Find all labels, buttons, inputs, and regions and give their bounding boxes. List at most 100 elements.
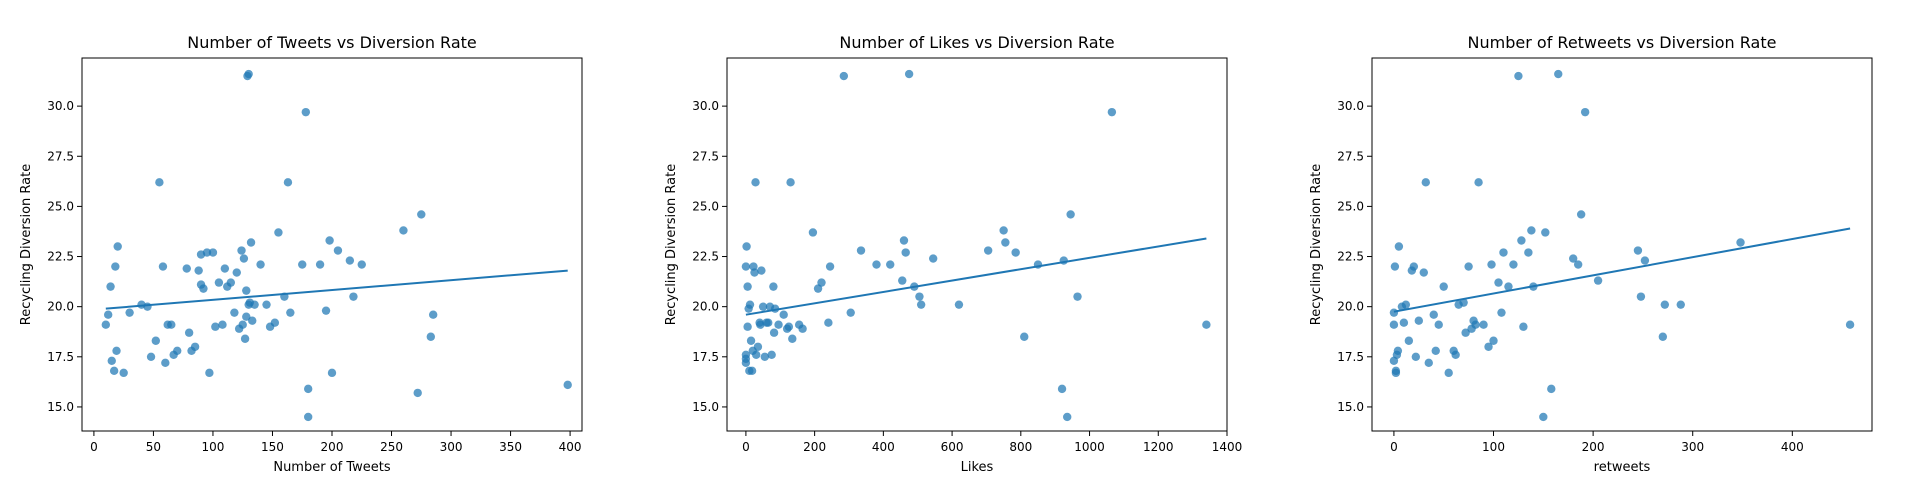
chart-title: Number of Tweets vs Diversion Rate [187,33,477,52]
x-tick-label: 100 [1482,440,1505,454]
y-tick-label: 25.0 [692,199,719,213]
data-point [1636,292,1646,301]
data-point [1459,298,1468,307]
data-point [246,238,256,247]
x-tick-label: 600 [941,440,964,454]
y-tick-label: 30.0 [1337,99,1364,113]
data-point [426,332,436,341]
x-tick-label: 250 [380,440,403,454]
data-point [1202,320,1211,329]
x-tick-label: 400 [1781,440,1804,454]
data-point [1063,412,1072,422]
data-point [1489,336,1498,345]
data-point [758,302,768,311]
x-tick-label: 1200 [1143,440,1174,454]
data-point [109,366,119,376]
data-point [1494,278,1503,287]
data-point [349,292,358,301]
data-point [1541,228,1550,237]
data-point [751,178,760,187]
data-point [779,310,788,319]
x-tick-label: 400 [559,440,582,454]
data-point [983,246,993,255]
data-point [242,286,251,295]
data-point [301,107,311,117]
data-point [214,278,224,287]
data-point [1509,260,1518,269]
y-axis-label: Recycling Diversion Rate [1309,164,1324,325]
data-point [798,324,807,333]
data-point [999,226,1008,235]
y-tick-label: 15.0 [692,400,719,414]
data-point [248,316,257,325]
x-tick-label: 50 [146,440,161,454]
data-point [898,276,907,285]
y-tick-label: 25.0 [47,199,74,213]
data-point [1497,308,1506,317]
x-tick-label: 200 [803,440,826,454]
data-point [915,292,924,301]
data-point [741,262,751,271]
data-point [256,260,265,269]
plot-frame [1371,57,1873,432]
data-point [1431,346,1440,355]
data-point [825,262,835,271]
data-point [1474,178,1483,187]
data-point [1461,328,1470,337]
data-point [202,248,212,257]
data-point [774,320,783,329]
y-tick-label: 20.0 [47,300,74,314]
data-point [856,246,866,255]
y-tick-label: 15.0 [1337,400,1364,414]
data-point [1519,322,1528,331]
data-point [746,336,756,345]
x-tick-label: 0 [1390,440,1398,454]
data-point [239,254,249,263]
x-axis-label: Likes [961,460,994,475]
data-point [1479,320,1488,329]
data-point [244,69,253,79]
data-point [916,300,926,309]
data-point [767,350,776,359]
data-point [1394,242,1404,251]
data-point [119,368,128,378]
data-point [1404,336,1414,345]
scatter-panel-retweets: Number of Retweets vs Diversion Rate ret… [1309,33,1873,475]
data-point [741,350,751,359]
trend-line [105,269,568,310]
x-tick-label: 300 [440,440,463,454]
data-point [103,310,113,319]
data-point [101,320,111,329]
data-point [872,260,881,269]
y-tick-label: 27.5 [692,149,719,163]
data-point [1419,268,1428,277]
data-point [1401,300,1411,309]
data-point [954,300,964,309]
data-point [125,308,134,317]
data-point [270,318,280,327]
x-tick-label: 0 [742,440,750,454]
data-point [750,268,759,277]
x-tick-label: 350 [499,440,522,454]
data-point [112,346,121,355]
y-tick-label: 27.5 [47,149,74,163]
y-tick-label: 27.5 [1337,149,1364,163]
x-tick-label: 200 [1582,440,1605,454]
data-point [1499,248,1508,257]
y-tick-label: 22.5 [47,250,74,264]
data-point [208,248,218,257]
data-point [1011,248,1020,257]
data-point [107,356,116,366]
data-point [199,284,208,293]
chart-title: Number of Likes vs Diversion Rate [839,33,1114,52]
data-point [1107,107,1117,117]
data-point [563,380,572,390]
data-point [1057,384,1067,394]
data-point [1073,292,1082,301]
y-tick-label: 22.5 [692,250,719,264]
data-point [1576,210,1586,219]
x-tick-label: 800 [1009,440,1032,454]
data-point [846,308,855,317]
data-point [173,346,182,355]
data-point [1434,320,1443,329]
